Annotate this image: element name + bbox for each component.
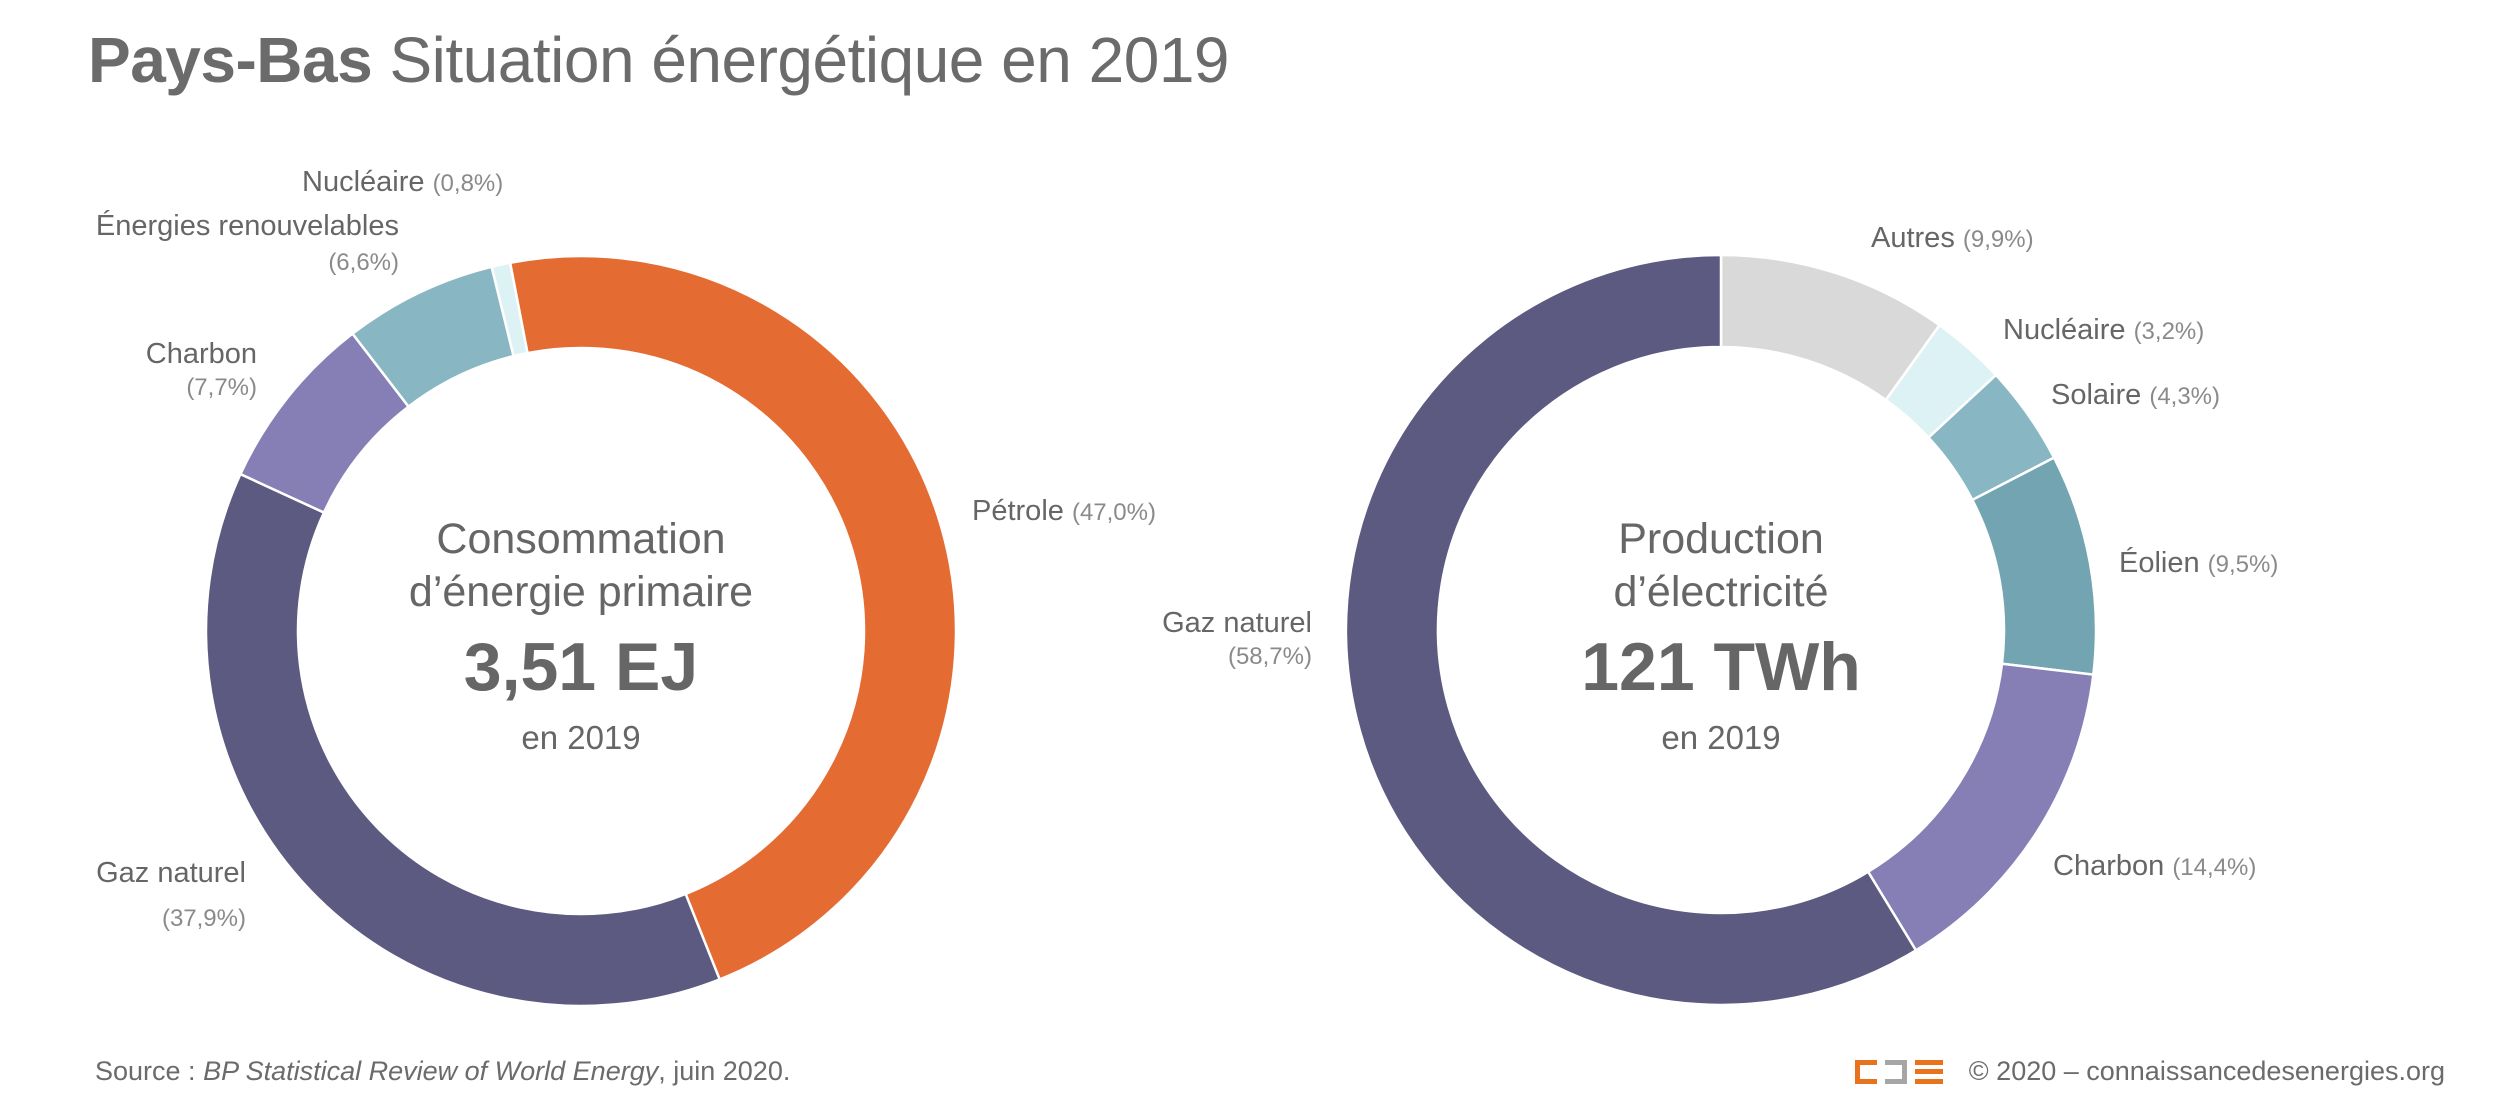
label-pct-autres: (9,9%): [1963, 226, 2034, 253]
primary-energy-slices: [204, 254, 958, 1008]
label-eolien: Éolien (9,5%): [2119, 546, 2278, 579]
primary-energy-labels: Pétrole (47,0%) Gaz naturel (37,9%) Charbon…: [96, 166, 1156, 932]
electricity-center-line2: d’électricité: [1613, 568, 1828, 616]
label-energies-renouvelables: Énergies renouvelables: [96, 209, 399, 242]
label-solaire: Solaire (4,3%): [2051, 379, 2220, 411]
electricity-year: en 2019: [1661, 719, 1780, 756]
label-autres: Autres (9,9%): [1871, 222, 2034, 254]
label-pct-petrole: (47,0%): [1072, 499, 1156, 526]
label-charbon: Charbon: [146, 338, 257, 370]
slice-petrole: [508, 254, 958, 982]
label-pct-charbon: (7,7%): [186, 374, 257, 401]
label-petrole: Pétrole (47,0%): [972, 495, 1156, 527]
label-nucleaire: Nucléaire (3,2%): [2003, 314, 2204, 346]
label-gaz-naturel: Gaz naturel: [1162, 607, 1312, 639]
source-suffix: , juin 2020.: [658, 1056, 791, 1086]
label-charbon: Charbon (14,4%): [2053, 850, 2256, 882]
source-title: BP Statistical Review of World Energy: [203, 1056, 659, 1086]
slice-gaz-naturel: [204, 472, 722, 1008]
primary-energy-center-line1: Consommation: [436, 515, 725, 563]
electricity-total: 121 TWh: [1581, 629, 1861, 705]
cde-logo-icon: [1854, 1057, 1943, 1087]
label-nucleaire: Nucléaire (0,8%): [302, 166, 503, 198]
source-note: Source : BP Statistical Review of World …: [95, 1056, 790, 1087]
title-subtitle: Situation énergétique en 2019: [389, 24, 1229, 96]
label-gaz-naturel: Gaz naturel: [96, 857, 246, 889]
title-country: Pays-Bas: [88, 24, 373, 96]
label-pct-eolien: (9,5%): [2208, 551, 2279, 578]
label-pct-gaz-naturel: (37,9%): [162, 905, 246, 932]
primary-energy-center-line2: d’énergie primaire: [409, 568, 753, 616]
electricity-slices: [1344, 253, 2098, 1007]
label-pct-charbon: (14,4%): [2172, 854, 2256, 881]
slice-charbon: [1866, 662, 2095, 953]
label-pct-solaire: (4,3%): [2149, 383, 2220, 410]
page-title: Pays-Bas Situation énergétique en 2019: [88, 22, 1229, 98]
slice-nucleaire: [490, 261, 529, 358]
slice-gaz-naturel: [1344, 253, 1918, 1007]
label-pct-nucleaire: (0,8%): [433, 170, 504, 197]
label-pct-energies-renouvelables: (6,6%): [328, 249, 399, 276]
primary-energy-total: 3,51 EJ: [464, 629, 698, 705]
copyright-text[interactable]: © 2020 – connaissancedesenergies.org: [1968, 1056, 2445, 1086]
electricity-labels: Autres (9,9%) Nucléaire (3,2%) Solaire (4,…: [1162, 222, 2278, 882]
copyright: © 2020 – connaissancedesenergies.org: [1854, 1056, 2445, 1087]
electricity-center-line1: Production: [1618, 515, 1824, 563]
source-prefix: Source :: [95, 1056, 204, 1086]
primary-energy-year: en 2019: [521, 719, 640, 756]
primary-energy-donut: Pétrole (47,0%) Gaz naturel (37,9%) Charbon…: [96, 166, 1156, 1008]
slice-eolien: [1970, 455, 2098, 677]
electricity-donut: Autres (9,9%) Nucléaire (3,2%) Solaire (4,…: [1162, 222, 2278, 1007]
label-pct-nucleaire: (3,2%): [2134, 318, 2205, 345]
label-pct-gaz-naturel: (58,7%): [1228, 643, 1312, 670]
